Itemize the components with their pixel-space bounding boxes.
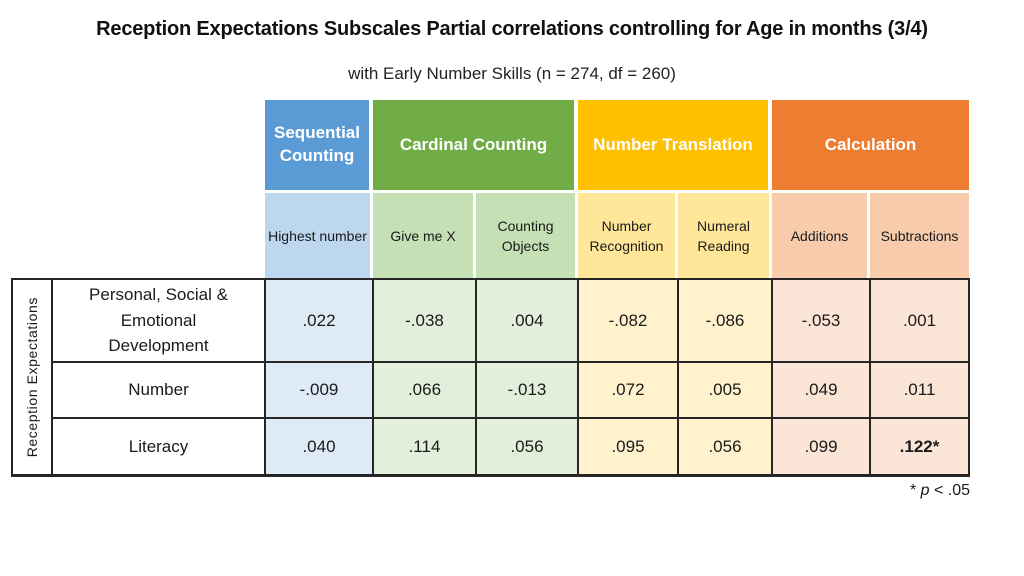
slide-title: Reception Expectations Subscales Partial… [96, 18, 928, 40]
significance-p: p [920, 482, 930, 499]
significance-threshold: < .05 [929, 482, 970, 499]
table-cell: .005 [678, 362, 772, 418]
column-group-number-translation: Number Translation [578, 100, 772, 193]
column-header-subtractions: Subtractions [870, 193, 969, 279]
table-cell: -.038 [373, 279, 476, 362]
table-cell: .022 [265, 279, 373, 362]
row-label-personal-social-emotional-development: Personal, Social & Emotional Development [52, 279, 265, 362]
significance-star: * [909, 482, 921, 499]
significance-note: * p < .05 [12, 482, 970, 500]
table-cell: .004 [476, 279, 578, 362]
column-header-highest-number: Highest number [265, 193, 373, 279]
column-group-cardinal-counting: Cardinal Counting [373, 100, 578, 193]
column-header-additions: Additions [772, 193, 870, 279]
column-header-give-me-x: Give me X [373, 193, 476, 279]
side-label: Reception Expectations [24, 296, 40, 458]
table-cell: -.086 [678, 279, 772, 362]
slide-subtitle: with Early Number Skills (n = 274, df = … [348, 64, 676, 83]
table-cell: -.009 [265, 362, 373, 418]
table-cell: .114 [373, 418, 476, 475]
table-cell: .056 [476, 418, 578, 475]
correlation-table: Sequential Counting Cardinal Counting Nu… [12, 100, 969, 475]
table-cell: .072 [578, 362, 678, 418]
side-label-cell: Reception Expectations [12, 279, 52, 475]
table-cell: -.013 [476, 362, 578, 418]
table-cell: .011 [870, 362, 969, 418]
table-cell: -.082 [578, 279, 678, 362]
column-header-numeral-reading: Numeral Reading [678, 193, 772, 279]
table-cell: .099 [772, 418, 870, 475]
table-cell: .056 [678, 418, 772, 475]
column-header-number-recognition: Number Recognition [578, 193, 678, 279]
row-label-literacy: Literacy [52, 418, 265, 475]
table-cell: -.053 [772, 279, 870, 362]
table-cell: .049 [772, 362, 870, 418]
table-cell: .040 [265, 418, 373, 475]
row-label-number: Number [52, 362, 265, 418]
column-group-calculation: Calculation [772, 100, 969, 193]
column-header-counting-objects: Counting Objects [476, 193, 578, 279]
column-group-sequential-counting: Sequential Counting [265, 100, 373, 193]
table-cell-significant: .122* [870, 418, 969, 475]
table-cell: .095 [578, 418, 678, 475]
table-cell: .066 [373, 362, 476, 418]
table-cell: .001 [870, 279, 969, 362]
